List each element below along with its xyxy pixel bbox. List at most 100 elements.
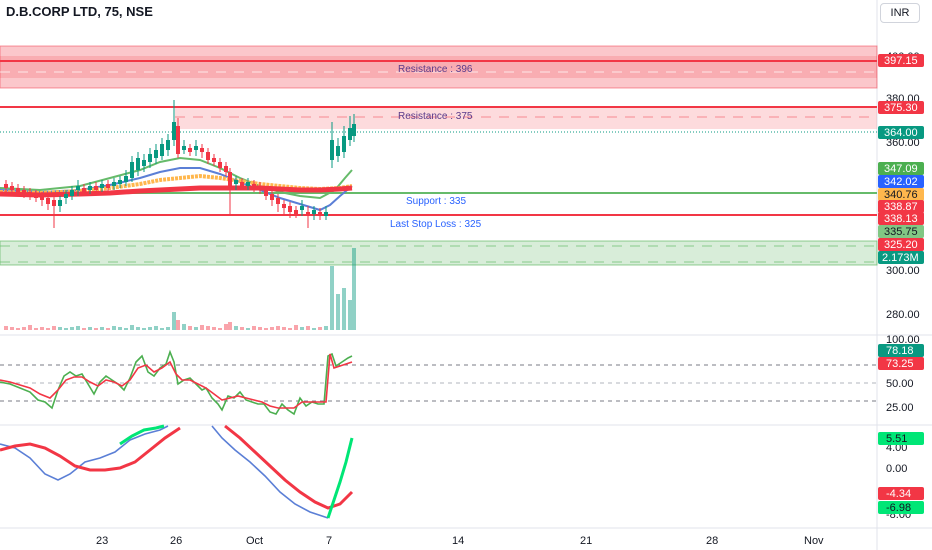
candle[interactable] (58, 200, 62, 206)
volume-bar (46, 328, 50, 330)
candle[interactable] (352, 124, 356, 136)
rsi-signal-line[interactable] (0, 353, 353, 409)
currency-button[interactable]: INR (880, 3, 920, 23)
rsi-axis[interactable]: 100.00 50.00 25.00 (886, 334, 920, 414)
macd-histogram-rising[interactable] (326, 437, 354, 519)
volume-bar (312, 328, 316, 330)
svg-text:335.75: 335.75 (884, 226, 918, 238)
volume-bar (112, 326, 116, 330)
candle[interactable] (82, 188, 86, 192)
candle[interactable] (166, 140, 170, 150)
candle[interactable] (76, 186, 80, 190)
volume-bar (288, 328, 292, 330)
volume-bar (224, 324, 228, 330)
candle[interactable] (218, 162, 222, 168)
candle[interactable] (224, 166, 228, 172)
candle[interactable] (264, 190, 268, 196)
candle[interactable] (112, 182, 116, 186)
candle[interactable] (52, 200, 56, 206)
candle[interactable] (318, 212, 322, 216)
volume-bar (276, 326, 280, 330)
macd-signal-line-continued[interactable] (224, 424, 354, 510)
candle[interactable] (258, 186, 262, 190)
candle[interactable] (342, 136, 346, 152)
price-badges[interactable]: 397.15 375.30 364.00 347.09 342.02 340.7… (878, 54, 924, 264)
macd-histogram-early[interactable] (119, 424, 165, 446)
candle[interactable] (142, 160, 146, 166)
candle[interactable] (234, 180, 238, 184)
resistance-zone-upper[interactable] (0, 45, 878, 89)
candle[interactable] (176, 126, 180, 154)
candle[interactable] (306, 212, 310, 216)
symbol-title[interactable]: D.B.CORP LTD, 75, NSE (6, 4, 153, 19)
candle[interactable] (64, 194, 68, 198)
candle[interactable] (136, 158, 140, 170)
candle[interactable] (288, 206, 292, 212)
svg-text:338.87: 338.87 (884, 201, 918, 213)
candle[interactable] (40, 196, 44, 200)
candle[interactable] (160, 144, 164, 156)
candlestick-series[interactable] (4, 100, 356, 228)
volume-bar (154, 326, 158, 330)
candle[interactable] (34, 194, 38, 198)
support-zone[interactable] (0, 240, 878, 266)
candle[interactable] (246, 182, 250, 186)
macd-line[interactable] (0, 425, 169, 481)
macd-signal-line[interactable] (0, 426, 181, 472)
candle[interactable] (228, 172, 232, 186)
candle[interactable] (188, 148, 192, 152)
volume-bar (176, 320, 180, 330)
candle[interactable] (124, 176, 128, 182)
candle[interactable] (28, 192, 32, 196)
candle[interactable] (300, 206, 304, 210)
candle[interactable] (118, 180, 122, 184)
stop-loss-label: Last Stop Loss : 325 (390, 219, 482, 230)
candle[interactable] (240, 182, 244, 186)
volume-bar (258, 327, 262, 330)
candle[interactable] (46, 198, 50, 204)
candle[interactable] (336, 146, 340, 156)
candle[interactable] (10, 186, 14, 190)
volume-bars[interactable] (4, 248, 356, 330)
svg-text:397.15: 397.15 (884, 55, 918, 67)
candle[interactable] (4, 184, 8, 188)
candle[interactable] (330, 140, 334, 160)
candle[interactable] (212, 158, 216, 162)
volume-bar (124, 328, 128, 330)
candle[interactable] (276, 198, 280, 204)
candle[interactable] (194, 146, 198, 150)
candle[interactable] (94, 186, 98, 190)
candle[interactable] (182, 146, 186, 150)
candle[interactable] (270, 194, 274, 200)
rsi-badge: 78.18 (878, 344, 924, 357)
candle[interactable] (206, 152, 210, 160)
volume-bar (166, 327, 170, 330)
candle[interactable] (294, 210, 298, 214)
rsi-line[interactable] (0, 349, 353, 416)
candle[interactable] (154, 150, 158, 158)
candle[interactable] (348, 128, 352, 140)
candle[interactable] (282, 204, 286, 208)
candle[interactable] (16, 188, 20, 192)
candle[interactable] (200, 148, 204, 152)
macd-badges[interactable]: 5.51 -4.34 -6.98 (878, 432, 924, 514)
candle[interactable] (324, 212, 328, 216)
candle[interactable] (172, 122, 176, 140)
volume-bar (240, 327, 244, 330)
rsi-badges[interactable]: 78.18 73.25 (878, 344, 924, 370)
candle[interactable] (100, 184, 104, 188)
candle[interactable] (148, 154, 152, 162)
candle[interactable] (312, 210, 316, 214)
volume-bar (300, 327, 304, 330)
volume-bar (106, 328, 110, 330)
candle[interactable] (106, 184, 110, 188)
candle[interactable] (130, 162, 134, 178)
macd-line-continued[interactable] (211, 425, 329, 519)
volume-bar (336, 294, 340, 330)
candle[interactable] (88, 186, 92, 190)
candle[interactable] (70, 190, 74, 196)
candle[interactable] (22, 190, 26, 194)
time-axis[interactable]: 23 26 Oct 7 14 21 28 Nov (96, 535, 824, 547)
candle[interactable] (252, 184, 256, 188)
